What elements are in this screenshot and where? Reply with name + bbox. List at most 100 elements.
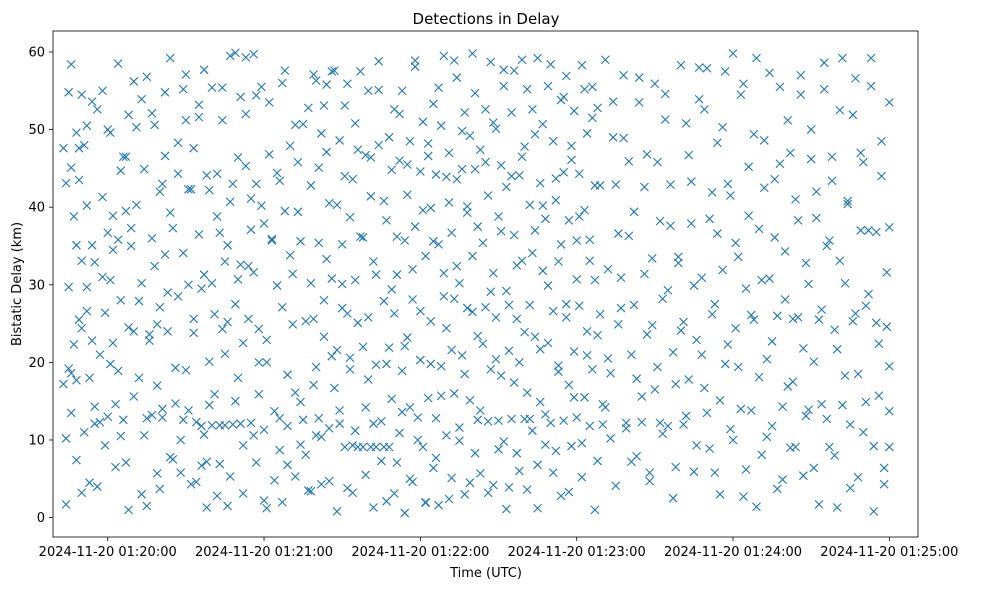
data-point-289 <box>481 104 490 114</box>
data-point-580 <box>650 79 660 89</box>
data-point-587 <box>632 451 642 461</box>
data-point-375 <box>595 309 605 319</box>
data-point-102 <box>212 491 222 501</box>
data-point-299 <box>494 212 503 221</box>
data-point-766 <box>165 208 175 217</box>
y-tick-label-3: 30 <box>28 278 45 293</box>
data-point-263 <box>447 473 457 483</box>
data-point-519 <box>809 357 819 366</box>
data-point-542 <box>749 129 759 139</box>
data-point-173 <box>324 198 334 208</box>
data-point-616 <box>556 240 566 249</box>
data-point-645 <box>481 157 490 167</box>
data-point-531 <box>778 402 787 412</box>
data-point-637 <box>501 504 511 514</box>
data-point-64 <box>155 302 165 312</box>
x-axis-label: Time (UTC) <box>449 566 522 581</box>
data-point-602 <box>593 330 602 340</box>
x-tick-label-4: 2024-11-20 01:24:00 <box>664 545 802 560</box>
y-tick-label-4: 40 <box>28 201 45 216</box>
data-point-489 <box>884 406 894 416</box>
data-point-113 <box>228 420 238 429</box>
data-point-802 <box>72 455 81 465</box>
data-point-799 <box>79 427 89 437</box>
data-point-691 <box>361 470 371 480</box>
data-point-354 <box>567 441 576 451</box>
data-point-241 <box>418 117 428 127</box>
data-point-650 <box>468 307 477 317</box>
data-point-745 <box>220 349 230 359</box>
data-point-156 <box>298 415 308 425</box>
data-point-432 <box>744 162 754 172</box>
data-point-589 <box>627 350 636 360</box>
data-point-182 <box>337 240 347 249</box>
data-point-82 <box>184 184 193 194</box>
data-point-60 <box>147 410 157 420</box>
data-point-727 <box>267 236 277 245</box>
data-point-618 <box>551 174 561 183</box>
data-point-307 <box>504 482 514 492</box>
data-point-83 <box>184 280 193 290</box>
data-point-96 <box>204 185 214 195</box>
data-point-170 <box>319 332 329 342</box>
data-point-107 <box>220 257 230 266</box>
data-point-295 <box>488 268 498 278</box>
data-point-197 <box>358 342 368 352</box>
data-point-169 <box>319 101 329 110</box>
data-point-701 <box>335 406 344 415</box>
data-point-372 <box>590 275 600 285</box>
data-point-765 <box>168 455 178 464</box>
data-point-50 <box>129 326 139 336</box>
data-point-383 <box>616 273 626 283</box>
data-point-507 <box>840 278 850 288</box>
data-point-718 <box>290 472 300 481</box>
data-point-437 <box>757 450 767 460</box>
data-point-625 <box>533 503 542 513</box>
data-point-444 <box>775 82 785 92</box>
data-point-586 <box>634 98 644 107</box>
data-point-484 <box>879 479 889 489</box>
data-point-762 <box>176 435 186 445</box>
data-point-478 <box>864 289 873 299</box>
data-point-89 <box>194 229 204 239</box>
data-point-779 <box>131 122 141 132</box>
data-point-742 <box>228 179 238 189</box>
data-point-652 <box>462 202 472 211</box>
data-point-731 <box>257 201 266 211</box>
data-point-605 <box>585 235 595 245</box>
data-point-260 <box>442 430 451 440</box>
data-point-226 <box>397 86 407 96</box>
data-point-457 <box>809 463 819 473</box>
data-point-308 <box>507 108 516 117</box>
data-point-783 <box>121 152 131 162</box>
data-point-67 <box>158 413 167 422</box>
data-point-609 <box>574 212 584 221</box>
data-point-584 <box>640 269 649 279</box>
data-point-614 <box>561 312 571 322</box>
data-point-239 <box>415 167 425 176</box>
data-point-42 <box>116 431 126 441</box>
data-point-19 <box>82 121 92 131</box>
data-point-390 <box>634 73 644 82</box>
data-point-357 <box>572 236 582 245</box>
data-point-689 <box>366 153 376 162</box>
data-point-282 <box>470 164 480 174</box>
data-point-365 <box>582 129 592 138</box>
data-point-470 <box>843 196 853 206</box>
data-point-228 <box>400 236 410 245</box>
data-point-676 <box>400 341 410 351</box>
data-point-687 <box>371 270 381 280</box>
data-point-763 <box>173 169 183 179</box>
data-point-231 <box>402 333 412 342</box>
data-point-276 <box>462 303 472 313</box>
data-point-386 <box>624 231 634 241</box>
data-point-554 <box>718 122 727 132</box>
data-point-3 <box>61 434 71 443</box>
data-point-281 <box>470 448 480 458</box>
data-point-477 <box>861 397 871 407</box>
data-point-530 <box>780 295 790 304</box>
data-point-493 <box>877 171 886 181</box>
data-point-459 <box>814 315 824 325</box>
data-point-446 <box>780 247 790 256</box>
data-point-187 <box>343 309 352 318</box>
